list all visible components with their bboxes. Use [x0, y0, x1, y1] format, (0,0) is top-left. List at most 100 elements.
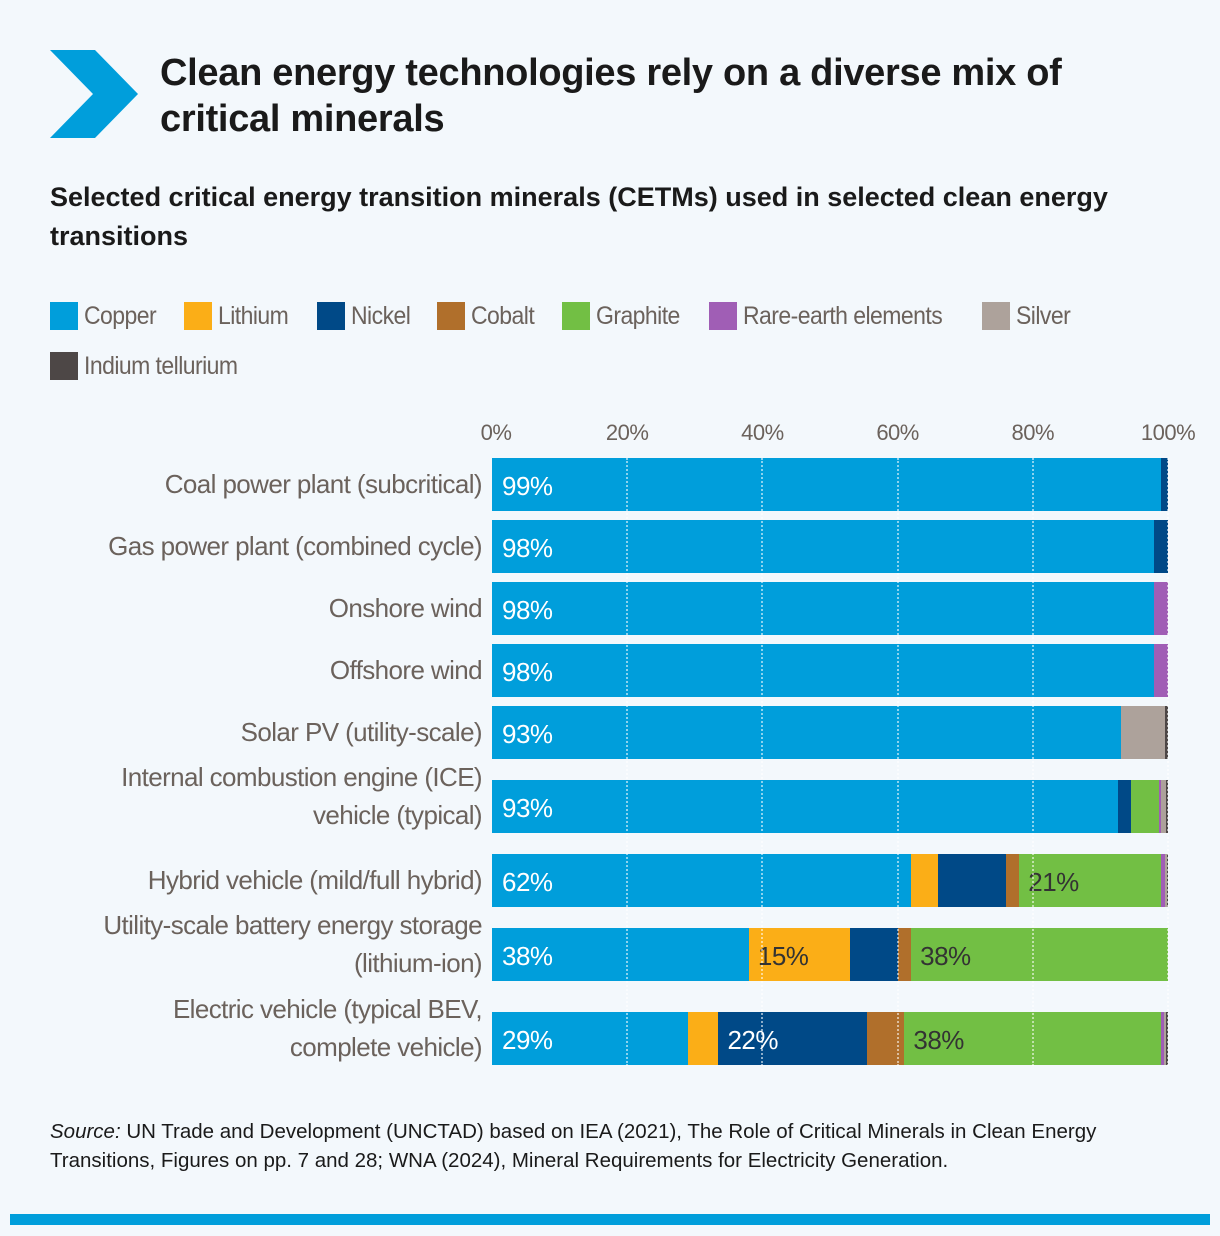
- bar-segment-nickel: [1154, 520, 1169, 573]
- legend-label: Silver: [1015, 301, 1071, 330]
- legend-label: Graphite: [595, 301, 680, 330]
- bar-segment-nickel: [850, 928, 899, 981]
- data-label: 22%: [727, 1025, 778, 1055]
- data-label: 15%: [757, 941, 809, 971]
- category-label: Utility-scale battery energy storage (li…: [103, 910, 482, 978]
- data-label: 38%: [920, 941, 971, 971]
- bar-segment-nickel: [1161, 458, 1169, 511]
- bar-segment-cobalt: [867, 1012, 905, 1065]
- source-note: Source: UN Trade and Development (UNCTAD…: [50, 1117, 1190, 1175]
- data-label: 93%: [502, 719, 553, 749]
- bar-segment-copper: [492, 928, 750, 981]
- data-label: 38%: [913, 1025, 964, 1055]
- bar-segment-cobalt: [897, 928, 912, 981]
- legend-label: Cobalt: [471, 301, 535, 330]
- data-label: 21%: [1028, 867, 1079, 897]
- legend-label: Rare-earth elements: [743, 301, 943, 330]
- bar-segment-nickel: [718, 1012, 868, 1065]
- bar-segment-copper: [492, 582, 1155, 635]
- legend-label: Copper: [84, 301, 157, 330]
- legend-swatch: [316, 302, 345, 330]
- data-label: 98%: [502, 595, 553, 625]
- bar-segment-cobalt: [1005, 854, 1020, 907]
- category-label: Internal combustion engine (ICE) vehicle…: [121, 762, 482, 830]
- bar-segment-lithium: [911, 854, 939, 907]
- data-label: 62%: [502, 867, 553, 897]
- legend-swatch: [437, 302, 466, 330]
- category-label: Onshore wind: [328, 593, 483, 623]
- category-label: Electric vehicle (typical BEV, complete …: [172, 994, 483, 1062]
- bar-segment-graphite: [1131, 780, 1160, 833]
- legend-item: Graphite: [561, 300, 687, 332]
- bar-segment-silver: [1120, 706, 1166, 759]
- data-label: 29%: [502, 1025, 553, 1055]
- chart-subtitle: Selected critical energy transition mine…: [50, 182, 1108, 251]
- category-label: Coal power plant (subcritical): [164, 469, 483, 499]
- bar-segment-rare-earth-elements: [1158, 780, 1162, 833]
- legend-swatch: [709, 302, 738, 330]
- legend-item: Indium tellurium: [50, 350, 251, 382]
- data-label: 98%: [502, 657, 553, 687]
- data-label: 38%: [502, 941, 553, 971]
- legend-item: Copper: [50, 300, 162, 332]
- category-label: Gas power plant (combined cycle): [108, 531, 482, 561]
- bar-segment-copper: [492, 458, 1162, 511]
- category-label: Solar PV (utility-scale): [240, 717, 483, 747]
- gridline: [896, 458, 899, 1066]
- source-prefix: Source:: [50, 1120, 121, 1143]
- bar-segment-copper: [492, 780, 1119, 833]
- bar-segment-copper: [492, 854, 912, 907]
- category-label: Offshore wind: [329, 655, 483, 685]
- data-label: 99%: [502, 471, 553, 501]
- bar-segment-rare-earth-elements: [1161, 854, 1166, 907]
- chevron-logo-icon: [50, 50, 138, 138]
- bar-segment-lithium: [748, 928, 851, 981]
- legend-swatch: [184, 302, 213, 330]
- x-tick-label: 20%: [605, 420, 649, 445]
- gridline: [626, 458, 629, 1066]
- bar-segment-nickel: [938, 854, 1007, 907]
- legend-item: Cobalt: [437, 300, 540, 332]
- x-tick-label: 100%: [1140, 420, 1196, 445]
- bar-segment-copper: [492, 644, 1155, 697]
- bar-segment-copper: [492, 706, 1122, 759]
- legend-label: Indium tellurium: [84, 351, 238, 380]
- bottom-accent-stripe: [10, 1214, 1210, 1225]
- legend-swatch: [50, 352, 78, 380]
- legend-swatch: [50, 302, 78, 330]
- x-tick-label: 0%: [480, 420, 512, 445]
- bar-segment-silver: [1160, 780, 1167, 833]
- bar-segment-rare-earth-elements: [1154, 644, 1169, 697]
- gridline: [1031, 458, 1034, 1066]
- legend-item: Silver: [981, 300, 1075, 332]
- legend-item: Rare-earth elements: [709, 300, 959, 332]
- legend: Copper Lithium Nickel Cobalt Graphite Rare-ea…: [50, 300, 1190, 382]
- page-title: Clean energy technologies rely on a dive…: [160, 52, 1062, 140]
- gridline: [761, 458, 764, 1066]
- legend-swatch: [981, 302, 1010, 330]
- bar-segment-lithium: [688, 1012, 719, 1065]
- x-tick-label: 40%: [741, 420, 784, 445]
- category-label: Hybrid vehicle (mild/full hybrid): [147, 865, 483, 895]
- bar-segment-graphite: [911, 928, 1169, 981]
- bar-segment-indium-tellurium: [1164, 706, 1169, 759]
- bar-segment-silver: [1163, 1012, 1167, 1065]
- legend-swatch: [561, 302, 590, 330]
- bar-segment-copper: [492, 1012, 689, 1065]
- source-text: UN Trade and Development (UNCTAD) based …: [50, 1120, 1097, 1172]
- legend-label: Nickel: [350, 301, 411, 330]
- bar-segment-silver: [1165, 854, 1168, 907]
- bar-segment-nickel: [1117, 780, 1132, 833]
- bar-segment-rare-earth-elements: [1154, 582, 1169, 635]
- legend-item: Lithium: [184, 300, 294, 332]
- data-label: 93%: [502, 793, 553, 823]
- x-tick-label: 60%: [876, 420, 919, 445]
- bar-segment-graphite: [1019, 854, 1162, 907]
- legend-label: Lithium: [218, 301, 289, 330]
- data-label: 98%: [502, 533, 553, 563]
- legend-item: Nickel: [316, 300, 415, 332]
- bar-segment-copper: [492, 520, 1155, 573]
- gridline: [1167, 458, 1169, 1066]
- bar-segment-rare-earth-elements: [1161, 1012, 1165, 1065]
- x-tick-label: 80%: [1011, 420, 1055, 445]
